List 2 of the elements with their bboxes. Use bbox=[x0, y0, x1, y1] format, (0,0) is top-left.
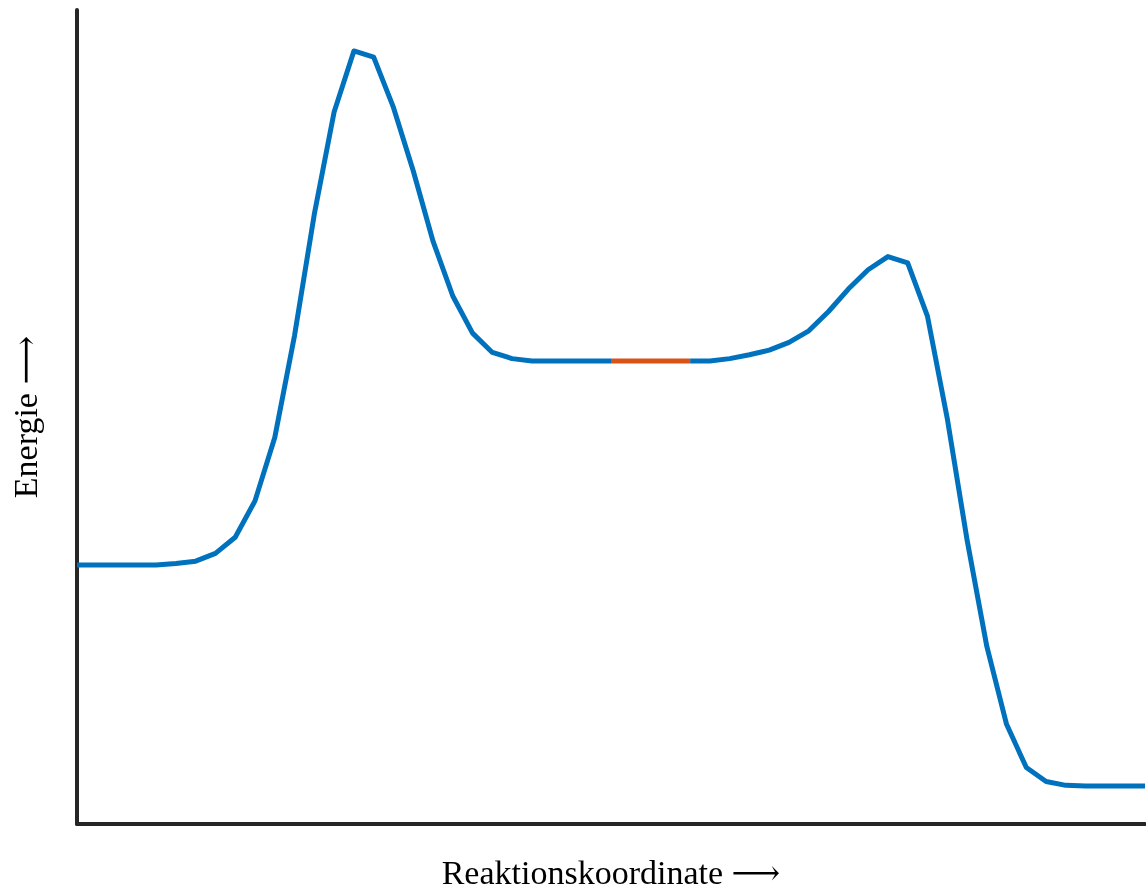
x-axis-title: Reaktionskoordinate ⟶ bbox=[441, 853, 781, 891]
y-axis-title: Energie ⟶ bbox=[6, 335, 44, 499]
